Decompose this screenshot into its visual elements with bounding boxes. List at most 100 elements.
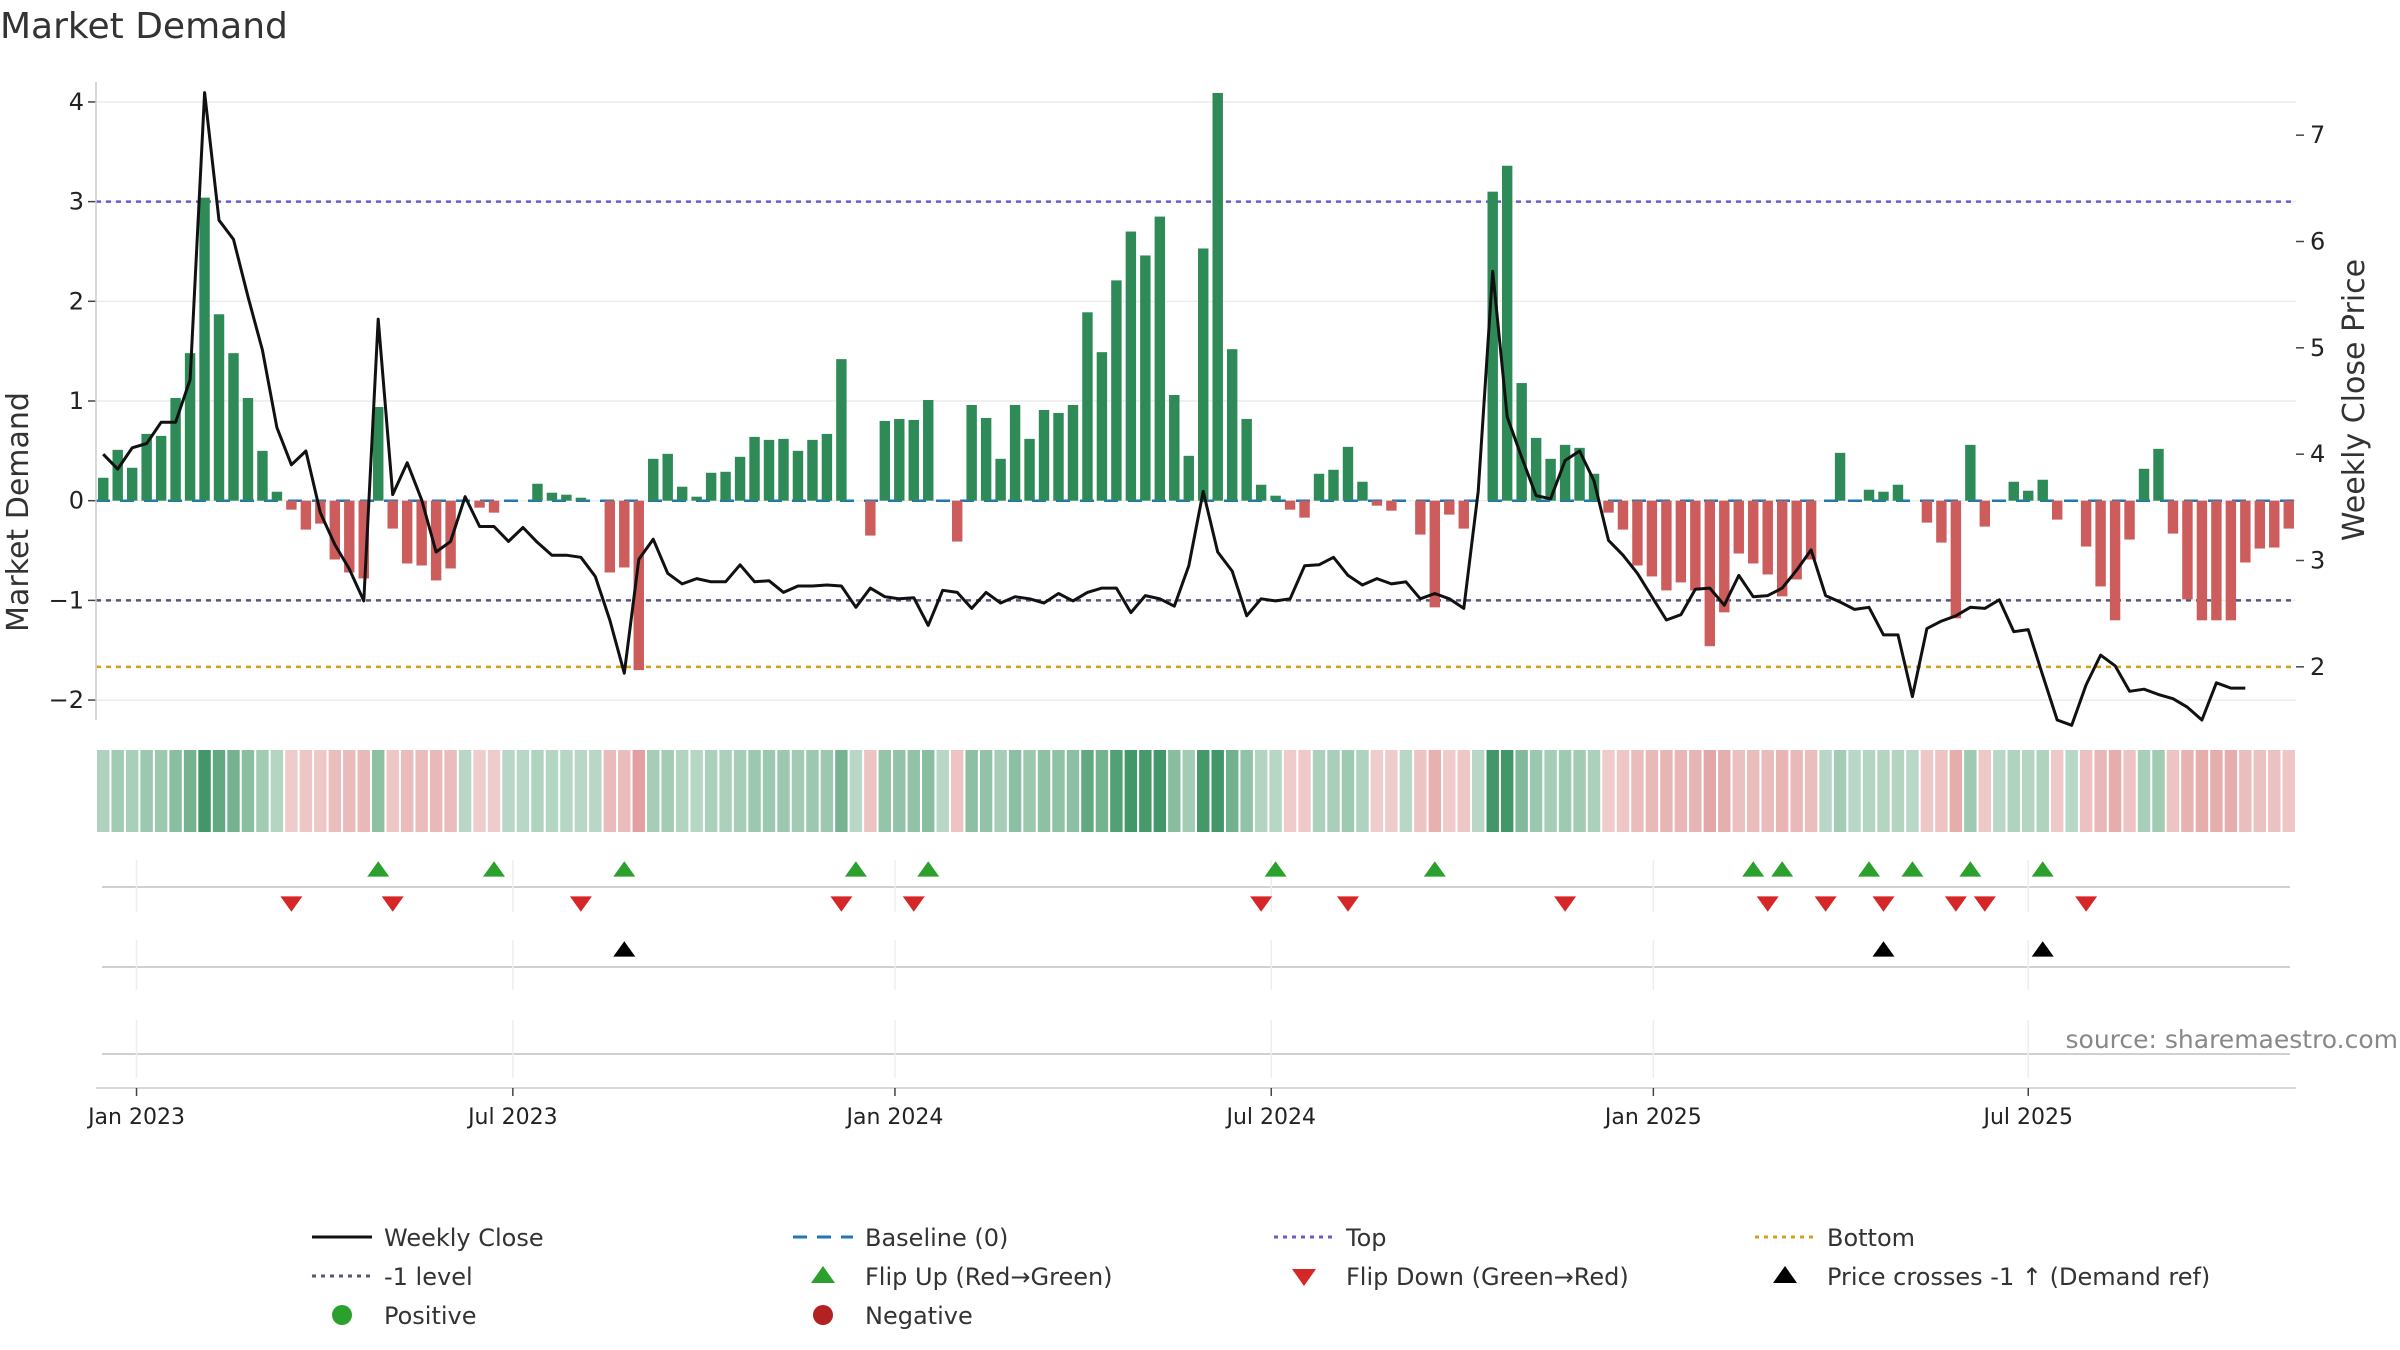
left-tick-label-4: 0 (69, 487, 84, 515)
axes: 4 3 2 1 0 −1 −2 7 6 5 4 3 2 (49, 82, 2325, 720)
demand-bar (604, 500, 616, 573)
heat-cell (227, 750, 240, 832)
date-tick-label-5: Jul 2025 (1981, 1105, 2073, 1130)
demand-bar (1458, 500, 1469, 529)
heat-cell (574, 750, 588, 832)
heat-cell (1399, 750, 1413, 832)
demand-bar (2211, 500, 2222, 621)
heat-cell (1385, 750, 1398, 832)
flip-up-marker (1901, 861, 1924, 877)
demand-bar (821, 433, 833, 501)
right-tick-label-0: 7 (2310, 121, 2325, 149)
heat-cell (2181, 750, 2194, 832)
heat-cell (343, 750, 356, 832)
heat-cell (473, 750, 486, 832)
heat-cell (458, 750, 472, 832)
demand-bar (1067, 404, 1079, 501)
demand-bar (1805, 500, 1817, 560)
heat-cell (386, 750, 399, 832)
heat-cell (2079, 750, 2093, 832)
heat-cell (2065, 750, 2078, 832)
demand-bar (1646, 500, 1658, 577)
demand-bar (401, 500, 413, 564)
heat-cell (1197, 750, 1210, 832)
heat-cell (1037, 750, 1051, 832)
demand-bar (720, 471, 731, 501)
flip-up-marker (1423, 861, 1446, 877)
legend-item-4: -1 level (312, 1263, 473, 1291)
heat-cell (545, 750, 559, 832)
demand-bar (2109, 500, 2121, 621)
flip-down-marker (1554, 896, 1577, 912)
demand-bar (633, 500, 644, 671)
demand-bar (676, 486, 688, 501)
flip-up-marker (1959, 861, 1982, 877)
heat-cell (1544, 750, 1557, 832)
flip-up-marker (1771, 861, 1794, 877)
demand-bar (778, 438, 789, 501)
heat-cell (1414, 750, 1427, 832)
heat-cell (1848, 750, 1861, 832)
heat-cell (256, 750, 269, 832)
demand-bar (807, 439, 818, 501)
demand-bar (430, 500, 442, 581)
demand-bar (792, 450, 804, 501)
heat-cell (1168, 750, 1181, 832)
demand-bar (1878, 491, 1889, 501)
heat-cell (560, 750, 573, 832)
heat-cell (1747, 750, 1760, 832)
heat-cell (1573, 750, 1586, 832)
demand-bar (734, 456, 746, 501)
heat-cell (1718, 750, 1731, 832)
demand-bar (2196, 500, 2208, 621)
heat-cell (704, 750, 718, 832)
demand-bar (1675, 500, 1687, 583)
date-axis: Jan 2023 Jul 2023 Jan 2024 Jul 2024 Jan 2025… (86, 1087, 2296, 1130)
heat-cell (1660, 750, 1673, 832)
heat-cell (2094, 750, 2107, 832)
heat-cell (1283, 750, 1297, 832)
demand-bar (271, 491, 283, 501)
heat-cell (1153, 750, 1167, 832)
heat-cell (1327, 750, 1340, 832)
demand-bar (358, 500, 369, 579)
heat-cell (1920, 750, 1934, 832)
demand-bar (619, 500, 630, 568)
demand-bar (1603, 500, 1614, 513)
left-tick-label-5: −1 (49, 586, 84, 614)
demand-bar (1704, 500, 1716, 647)
flip-up-marker (917, 861, 940, 877)
heat-cell (1370, 750, 1384, 832)
heat-cell (487, 750, 501, 832)
heat-cell (1139, 750, 1152, 832)
heat-cell (357, 750, 370, 832)
demand-bar (1111, 280, 1122, 501)
demand-bar (1617, 500, 1629, 530)
heat-cell (1182, 750, 1195, 832)
legend-label-0: Weekly Close (384, 1224, 544, 1252)
signal-panels (102, 860, 2290, 1078)
demand-bar (126, 467, 138, 501)
heat-cell (415, 750, 428, 832)
demand-bar (1690, 500, 1701, 591)
heat-cell (314, 750, 327, 832)
price-cross-marker (613, 941, 636, 957)
demand-bar (1053, 412, 1064, 501)
heat-cell (1008, 750, 1022, 832)
demand-bar (705, 472, 717, 501)
flip-down-marker (280, 896, 303, 912)
heat-cell (502, 750, 515, 832)
legend-item-0: Weekly Close (312, 1224, 544, 1252)
flip-up-marker (1858, 861, 1881, 877)
demand-bar (1371, 500, 1383, 506)
heat-cell (994, 750, 1007, 832)
demand-bar (980, 417, 992, 501)
heat-cell (1877, 750, 1890, 832)
heat-cell (2224, 750, 2238, 832)
flip-down-marker (381, 896, 404, 912)
reference-lines (96, 200, 2296, 669)
heat-cell (1993, 750, 2006, 832)
heat-cell (1689, 750, 1702, 832)
heat-cell (1761, 750, 1774, 832)
